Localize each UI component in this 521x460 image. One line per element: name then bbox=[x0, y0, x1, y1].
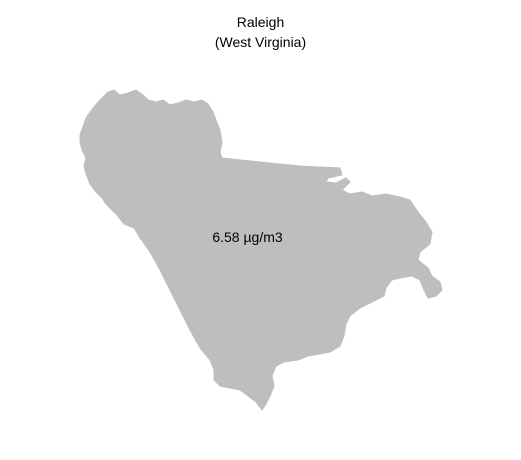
map-title-block: Raleigh (West Virginia) bbox=[0, 12, 521, 52]
pollution-value-label: 6.58 µg/m3 bbox=[212, 229, 283, 245]
map-title: Raleigh bbox=[236, 14, 285, 30]
map-subtitle: (West Virginia) bbox=[214, 34, 307, 50]
county-shape bbox=[79, 89, 443, 411]
